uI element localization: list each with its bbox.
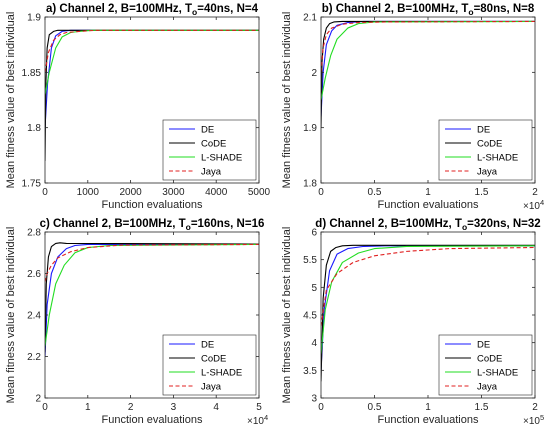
series-line-jaya [45,29,259,73]
legend-label: CoDE [201,139,226,150]
series-line-jaya [321,20,535,73]
series-line-jaya [45,243,259,282]
y-tick-label: 1.85 [22,68,42,79]
series-line-de [45,243,259,357]
legend: DE CoDE L-SHADE Jaya [162,334,257,396]
y-tick-label: 1.9 [27,13,41,24]
x-axis-label: Function evaluations [102,414,203,426]
x-tick-label: 0 [318,187,324,198]
legend-box [438,334,533,396]
x-tick-label: 0 [318,402,324,413]
x-tick-label: 0 [42,402,48,413]
series-line-code [45,242,259,353]
legend-box [438,119,533,181]
legend-label: Jaya [477,382,498,393]
x-tick-label: 0.5 [368,187,382,198]
legend-box [162,119,257,181]
y-tick-label: 5 [311,283,317,294]
y-tick-label: 4 [311,338,317,349]
x-axis-label: Function evaluations [102,199,203,211]
x-tick-label: 3 [171,402,177,413]
x-axis-multiplier: ×104 [247,413,268,427]
x-tick-label: 2 [532,402,538,413]
legend-label: CoDE [201,354,226,365]
x-axis-label: Function evaluations [378,414,479,426]
x-tick-label: 1.5 [475,187,489,198]
x-tick-label: 3000 [162,187,185,198]
series-line-code [321,244,535,382]
y-tick-label: 2.8 [27,228,41,239]
legend-label: DE [201,125,214,136]
legend-label: DE [477,125,490,136]
x-axis-multiplier: ×104 [523,198,544,212]
legend-label: DE [201,340,214,351]
axes-box [44,16,260,184]
x-tick-label: 5 [256,402,262,413]
series-line-l-shade [321,245,535,354]
legend-label: Jaya [201,167,222,178]
chart-title: d) Channel 2, B=100MHz, To=320ns, N=32 [315,218,540,232]
subplot-1: 0 1000 2000 3000 4000 5000 1.75 1.8 1.85 1.9 Funct… [5,3,271,211]
y-axis-label: Mean fitness value of best individual [5,12,17,189]
x-tick-label: 1000 [77,187,100,198]
subplot-4: 0 0.5 1 1.5 2 3 3.5 4 4.5 5 5.5 6 ×105 Function evalu… [281,218,544,427]
x-axis-label: Function evaluations [378,199,479,211]
legend-box [162,334,257,396]
x-tick-label: 2 [532,187,538,198]
x-tick-label: 4 [213,402,219,413]
subplot-2: 0 0.5 1 1.5 2 1.8 1.9 2 2.1 ×104 Function evaluati… [281,3,544,212]
legend-label: Jaya [477,167,498,178]
y-tick-label: 2.4 [27,311,41,322]
y-tick-label: 4.5 [303,311,317,322]
series-line-jaya [321,246,535,327]
y-tick-label: 1.8 [303,179,317,190]
subplot-3: 0 1 2 3 4 5 2 2.2 2.4 2.6 2.8 ×104 Function evaluati… [5,218,268,427]
x-tick-label: 4000 [205,187,228,198]
legend: DE CoDE L-SHADE Jaya [438,334,533,396]
x-tick-label: 1.5 [475,402,489,413]
x-tick-label: 2000 [119,187,142,198]
y-tick-label: 3.5 [303,366,317,377]
chart-title: b) Channel 2, B=100MHz, To=80ns, N=8 [322,3,535,17]
y-tick-label: 2.6 [27,269,41,280]
legend-label: L-SHADE [201,153,242,164]
legend-label: CoDE [477,354,502,365]
legend-label: L-SHADE [477,368,518,379]
y-tick-label: 1.75 [22,179,42,190]
y-axis-label: Mean fitness value of best individual [281,227,293,404]
x-tick-label: 1 [425,402,431,413]
y-tick-label: 1.9 [303,123,317,134]
y-tick-label: 2 [35,394,41,405]
y-tick-label: 3 [311,394,317,405]
x-tick-label: 5000 [248,187,271,198]
legend-label: Jaya [201,382,222,393]
series-line-l-shade [45,243,259,347]
y-tick-label: 2.2 [27,352,41,363]
y-axis-label: Mean fitness value of best individual [5,227,17,404]
legend: DE CoDE L-SHADE Jaya [162,119,257,181]
x-tick-label: 1 [425,187,431,198]
legend-label: L-SHADE [477,153,518,164]
x-tick-label: 0.5 [368,402,382,413]
y-tick-label: 5.5 [303,255,317,266]
y-tick-label: 1.8 [27,123,41,134]
y-tick-label: 2.1 [303,13,317,24]
legend-label: L-SHADE [201,368,242,379]
legend-label: DE [477,340,490,351]
series-line-de [321,245,535,371]
y-tick-label: 2 [311,68,317,79]
y-tick-label: 6 [311,228,317,239]
legend: DE CoDE L-SHADE Jaya [438,119,533,181]
x-tick-label: 1 [85,402,91,413]
chart-title: a) Channel 2, B=100MHz, To=40ns, N=4 [46,3,259,17]
x-axis-multiplier: ×105 [523,413,544,427]
legend-label: CoDE [477,139,502,150]
series-line-code [45,29,259,161]
y-axis-label: Mean fitness value of best individual [281,12,293,189]
x-tick-label: 0 [42,187,48,198]
x-tick-label: 2 [128,402,134,413]
chart-title: c) Channel 2, B=100MHz, To=160ns, N=16 [40,218,265,232]
